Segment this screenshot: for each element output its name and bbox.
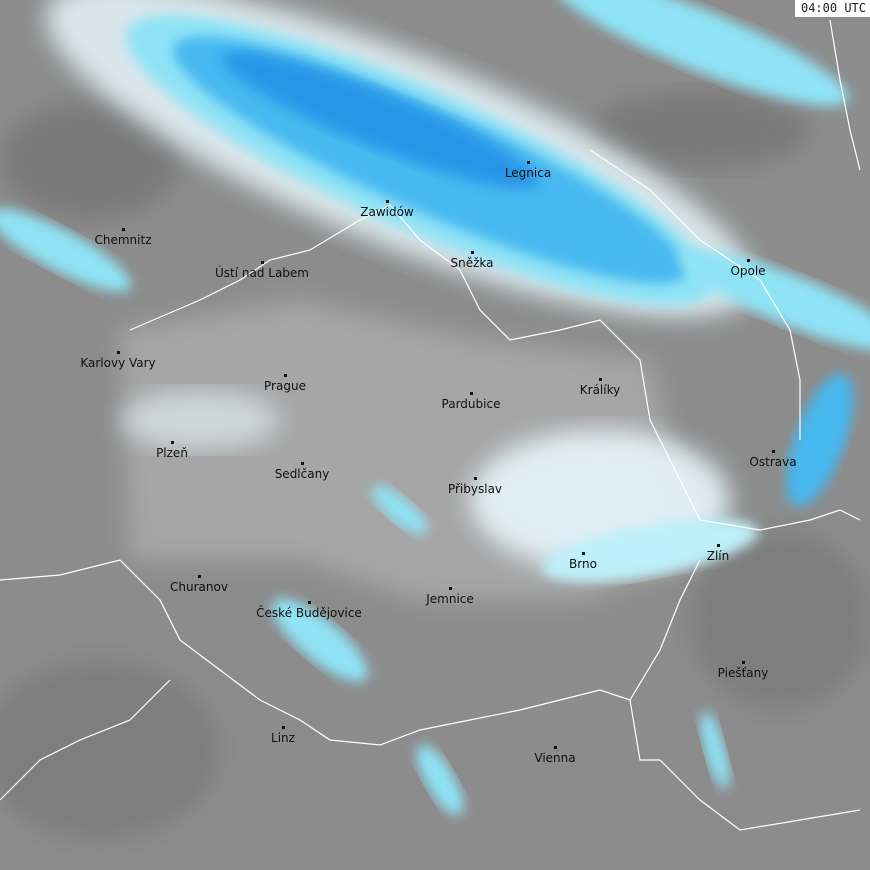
city-marker: Chemnitz <box>95 228 152 247</box>
city-dot-icon <box>198 575 201 578</box>
city-marker: Piešťany <box>718 661 769 680</box>
city-dot-icon <box>747 259 750 262</box>
city-marker: Vienna <box>534 746 576 765</box>
city-marker: Churanov <box>170 575 228 594</box>
city-marker: Králíky <box>580 378 620 397</box>
city-label: Vienna <box>534 751 575 765</box>
city-dot-icon <box>122 228 125 231</box>
city-label: Pardubice <box>442 397 501 411</box>
city-dot-icon <box>742 661 745 664</box>
city-dot-icon <box>717 544 720 547</box>
city-label: Ostrava <box>749 455 796 469</box>
city-label: Legnica <box>505 166 551 180</box>
city-labels: Chemnitz Ústí nad Labem Zawidów Legnica Sněž… <box>80 161 797 765</box>
city-marker: Pardubice <box>442 392 501 411</box>
city-dot-icon <box>117 351 120 354</box>
city-label: Plzeň <box>156 446 188 460</box>
city-marker: Legnica <box>505 161 551 180</box>
city-marker: Ostrava <box>749 450 797 469</box>
city-marker: Brno <box>569 552 597 571</box>
city-dot-icon <box>301 462 304 465</box>
city-label: Chemnitz <box>95 233 152 247</box>
city-label: Králíky <box>580 383 620 397</box>
precipitation-layer <box>0 0 870 816</box>
city-label: Piešťany <box>718 666 769 680</box>
city-label: Churanov <box>170 580 228 594</box>
city-dot-icon <box>471 251 474 254</box>
city-label: Sněžka <box>451 256 494 270</box>
city-label: Brno <box>569 557 597 571</box>
city-dot-icon <box>554 746 557 749</box>
timestamp-label: 04:00 UTC <box>794 0 870 17</box>
city-label: Jemnice <box>425 592 474 606</box>
city-dot-icon <box>449 587 452 590</box>
city-marker: Sedlčany <box>275 462 330 481</box>
city-dot-icon <box>308 601 311 604</box>
city-label: Prague <box>264 379 306 393</box>
city-label: Ústí nad Labem <box>215 265 309 280</box>
city-marker: Zlín <box>707 544 730 563</box>
city-dot-icon <box>261 261 264 264</box>
city-marker: Sněžka <box>451 251 494 270</box>
city-marker: České Budějovice <box>256 601 362 620</box>
city-marker: Zawidów <box>360 200 414 219</box>
city-dot-icon <box>386 200 389 203</box>
city-marker: Přibyslav <box>448 477 502 496</box>
city-dot-icon <box>282 726 285 729</box>
city-marker: Ústí nad Labem <box>215 261 309 280</box>
city-marker: Opole <box>730 259 766 278</box>
city-label: Linz <box>271 731 295 745</box>
city-label: Přibyslav <box>448 482 502 496</box>
city-marker: Plzeň <box>156 441 188 460</box>
city-dot-icon <box>582 552 585 555</box>
city-label: Sedlčany <box>275 467 330 481</box>
city-marker: Jemnice <box>425 587 474 606</box>
city-dot-icon <box>772 450 775 453</box>
city-marker: Linz <box>271 726 295 745</box>
city-dot-icon <box>171 441 174 444</box>
city-label: Zawidów <box>360 205 414 219</box>
city-label: Opole <box>730 264 765 278</box>
city-dot-icon <box>527 161 530 164</box>
city-label: Zlín <box>707 549 730 563</box>
city-label: České Budějovice <box>256 605 362 620</box>
city-marker: Karlovy Vary <box>80 351 156 370</box>
city-dot-icon <box>284 374 287 377</box>
city-dot-icon <box>599 378 602 381</box>
city-label: Karlovy Vary <box>80 356 155 370</box>
city-dot-icon <box>474 477 477 480</box>
city-dot-icon <box>470 392 473 395</box>
borders-layer <box>0 19 861 831</box>
city-marker: Prague <box>264 374 306 393</box>
